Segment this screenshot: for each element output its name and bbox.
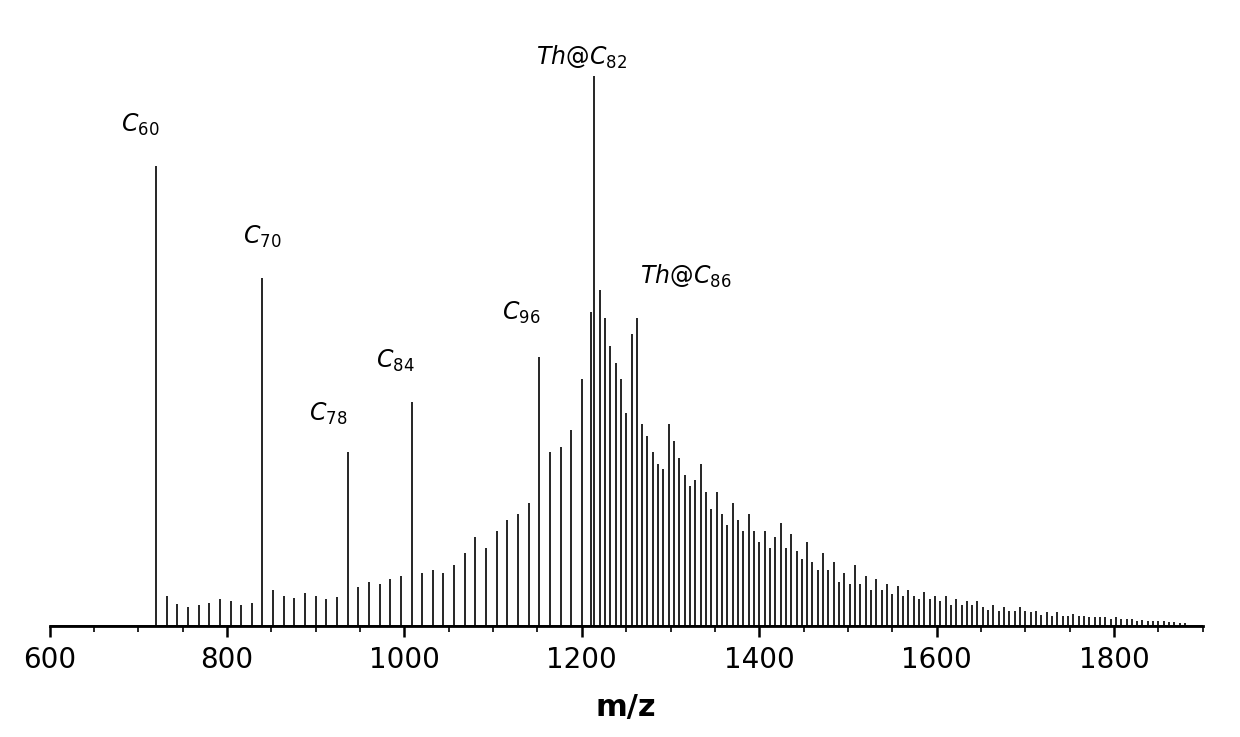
Text: $C_{60}$: $C_{60}$ [120, 112, 159, 138]
Text: $Th@C_{86}$: $Th@C_{86}$ [640, 262, 730, 290]
Text: $C_{78}$: $C_{78}$ [309, 401, 347, 427]
Text: $C_{70}$: $C_{70}$ [243, 224, 281, 251]
Text: $C_{84}$: $C_{84}$ [376, 348, 414, 374]
X-axis label: m/z: m/z [596, 694, 656, 722]
Text: $Th@C_{82}$: $Th@C_{82}$ [536, 43, 626, 71]
Text: $C_{96}$: $C_{96}$ [502, 300, 541, 326]
